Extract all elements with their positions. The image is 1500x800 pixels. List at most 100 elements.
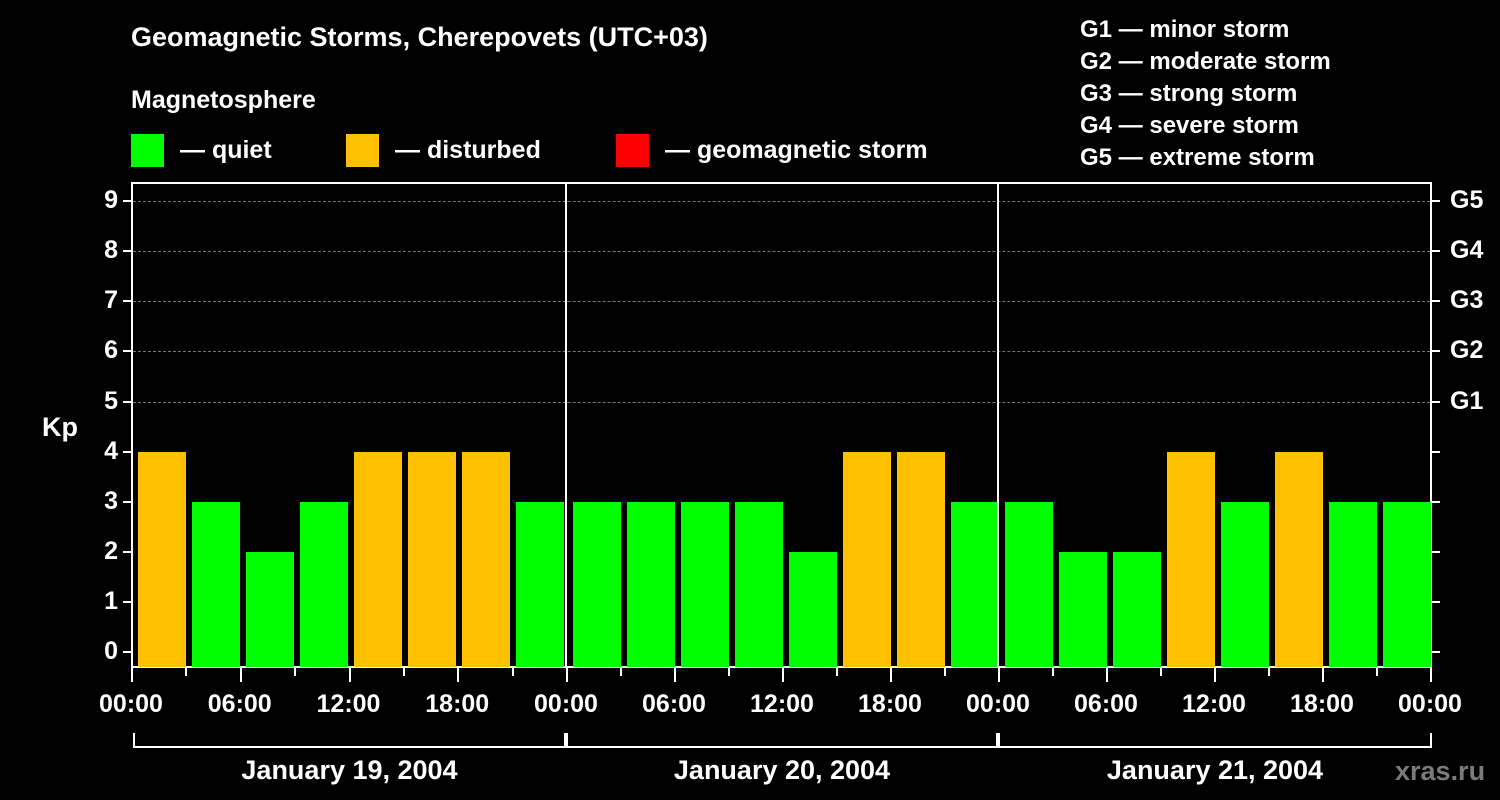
storm-scale-g3: G3 — strong storm xyxy=(1080,80,1298,107)
legend-title: Magnetosphere xyxy=(131,86,316,114)
kp-bar xyxy=(843,451,891,667)
y-tick-label: 8 xyxy=(104,236,118,265)
x-tick xyxy=(1322,668,1324,682)
quiet-swatch xyxy=(131,134,164,167)
y-tick-label: 9 xyxy=(104,186,118,215)
g-scale-label: G5 xyxy=(1450,186,1484,215)
x-tick xyxy=(402,668,405,676)
x-tick xyxy=(728,668,730,676)
x-tick xyxy=(348,668,351,682)
x-tick-label: 12:00 xyxy=(316,690,381,718)
x-tick-label: 12:00 xyxy=(750,690,814,718)
y-tick-right xyxy=(1432,250,1440,253)
y-tick-label: 3 xyxy=(104,486,118,515)
kp-bar xyxy=(1383,501,1431,667)
y-tick-label: 4 xyxy=(104,436,118,465)
legend-disturbed-label: — disturbed xyxy=(395,136,541,164)
y-tick-left xyxy=(123,550,131,553)
y-tick-right xyxy=(1432,300,1440,303)
day-bracket xyxy=(133,733,566,748)
legend-disturbed: — disturbed xyxy=(346,134,541,167)
y-tick-label: 1 xyxy=(104,586,118,615)
kp-bar xyxy=(246,551,294,667)
kp-bar xyxy=(1275,451,1323,667)
x-tick-label: 06:00 xyxy=(207,690,272,718)
kp-bar xyxy=(516,501,564,667)
y-tick-left xyxy=(123,400,131,403)
kp-bar xyxy=(138,451,186,667)
g-scale-label: G4 xyxy=(1450,236,1484,265)
kp-bar xyxy=(1005,501,1053,667)
x-tick xyxy=(185,668,188,676)
x-tick xyxy=(620,668,622,676)
y-tick-right xyxy=(1432,350,1440,353)
storm-scale-g1: G1 — minor storm xyxy=(1080,16,1290,43)
x-tick-label: 00:00 xyxy=(1398,690,1462,718)
kp-bar xyxy=(1329,501,1377,667)
kp-bar xyxy=(1167,451,1215,667)
storm-scale-legend: G1 — minor storm G2 — moderate storm G3 … xyxy=(1080,14,1331,174)
y-tick-right xyxy=(1432,450,1440,453)
x-tick xyxy=(836,668,838,676)
kp-bar xyxy=(408,451,456,667)
kp-bar xyxy=(1221,501,1269,667)
kp-bar xyxy=(681,501,729,667)
day-separator xyxy=(565,182,567,668)
disturbed-swatch xyxy=(346,134,379,167)
storm-scale-g5: G5 — extreme storm xyxy=(1080,144,1315,171)
x-tick xyxy=(1052,668,1054,676)
y-tick-left xyxy=(123,500,131,503)
kp-bar xyxy=(573,501,621,667)
x-tick-label: 00:00 xyxy=(534,690,598,718)
x-tick xyxy=(1430,668,1432,682)
x-tick xyxy=(1160,668,1162,676)
y-tick-label: 2 xyxy=(104,536,118,565)
gridline xyxy=(133,301,1430,303)
x-tick-label: 00:00 xyxy=(966,690,1030,718)
x-tick xyxy=(566,668,568,682)
x-tick-label: 18:00 xyxy=(425,690,490,718)
x-tick xyxy=(1376,668,1378,676)
y-tick-left xyxy=(123,200,131,203)
gridline xyxy=(133,401,1430,403)
y-tick-right xyxy=(1432,550,1440,553)
kp-bar xyxy=(951,501,999,667)
storm-scale-g2: G2 — moderate storm xyxy=(1080,48,1331,75)
day-bracket xyxy=(566,733,998,748)
x-tick xyxy=(131,668,133,682)
x-tick xyxy=(1268,668,1270,676)
y-tick-left xyxy=(123,350,131,353)
x-tick xyxy=(998,668,1000,682)
x-tick xyxy=(457,668,460,682)
kp-bar xyxy=(354,451,402,667)
y-tick-left xyxy=(123,651,131,653)
y-tick-right xyxy=(1432,651,1440,653)
x-tick xyxy=(890,668,892,682)
x-tick-label: 18:00 xyxy=(1290,690,1354,718)
kp-bar xyxy=(1059,551,1107,667)
x-tick-label: 00:00 xyxy=(99,690,163,718)
storm-swatch xyxy=(616,134,649,167)
kp-bar xyxy=(789,551,837,667)
watermark: xras.ru xyxy=(1395,756,1486,786)
x-tick xyxy=(944,668,946,676)
g-scale-label: G1 xyxy=(1450,386,1484,415)
x-tick-label: 06:00 xyxy=(1074,690,1138,718)
gridline xyxy=(133,251,1430,253)
legend-quiet: — quiet xyxy=(131,134,272,167)
legend-storm: — geomagnetic storm xyxy=(616,134,928,167)
x-tick-label: 18:00 xyxy=(858,690,922,718)
x-tick-label: 12:00 xyxy=(1182,690,1246,718)
kp-bar xyxy=(627,501,675,667)
y-tick-label: 0 xyxy=(104,637,118,665)
x-tick xyxy=(782,668,784,682)
y-axis-label: Kp xyxy=(42,412,78,442)
y-tick-label: 5 xyxy=(104,386,118,415)
x-tick xyxy=(294,668,297,676)
y-tick-right xyxy=(1432,200,1440,203)
y-tick-label: 6 xyxy=(104,336,118,365)
legend-storm-label: — geomagnetic storm xyxy=(665,136,928,164)
g-scale-label: G3 xyxy=(1450,286,1484,315)
legend-quiet-label: — quiet xyxy=(180,136,272,164)
chart-title: Geomagnetic Storms, Cherepovets (UTC+03) xyxy=(131,22,708,52)
